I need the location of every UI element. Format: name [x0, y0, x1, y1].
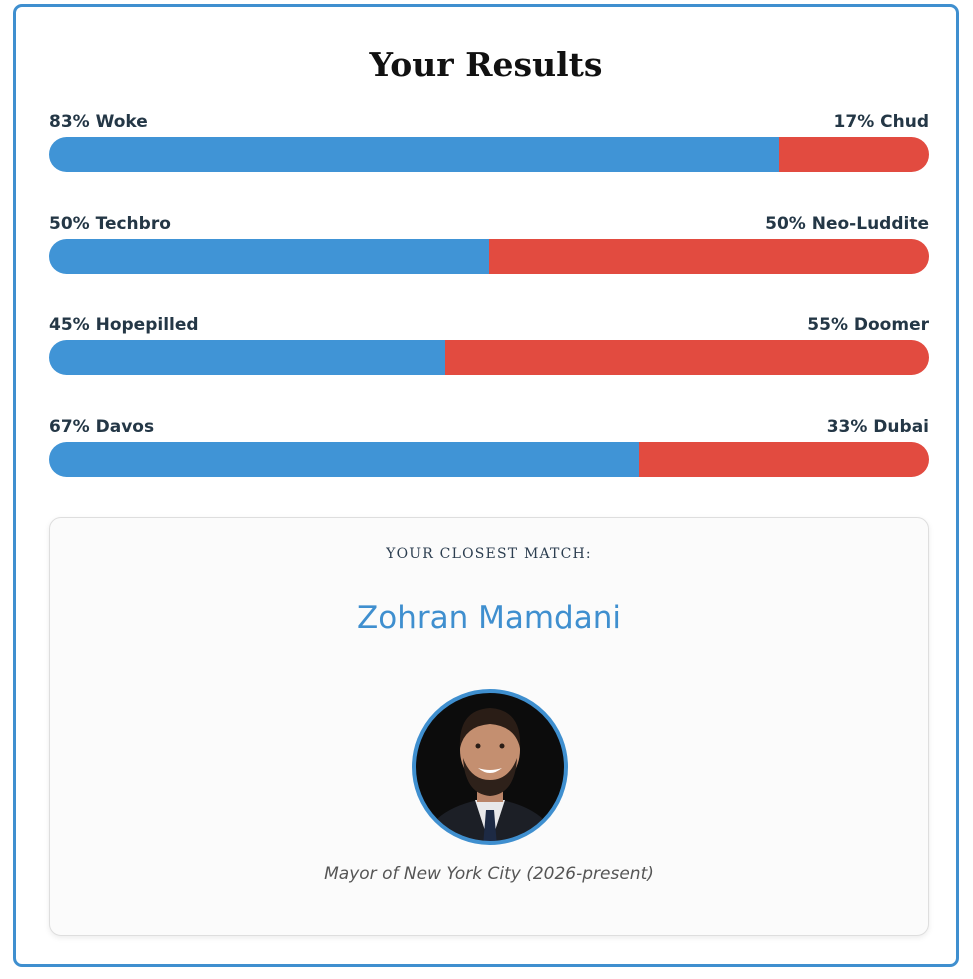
result-row: 45% Hopepilled 55% Doomer: [49, 315, 929, 385]
match-heading: YOUR CLOSEST MATCH:: [386, 546, 592, 562]
left-label: 45% Hopepilled: [49, 315, 199, 335]
result-row: 50% Techbro 50% Neo-Luddite: [49, 214, 929, 284]
result-bar: [49, 238, 929, 274]
portrait: [412, 689, 568, 845]
left-label: 67% Davos: [49, 416, 155, 437]
match-card: YOUR CLOSEST MATCH: Zohran Mamdani Mayor…: [49, 517, 929, 936]
result-bar: [49, 340, 929, 375]
left-segment: [49, 238, 489, 274]
right-segment: [779, 137, 929, 172]
left-segment: [49, 137, 780, 172]
result-row: 67% Davos 33% Dubai: [49, 417, 929, 487]
right-label: 33% Dubai: [826, 416, 929, 437]
result-bar: [49, 441, 929, 477]
title: Your Results: [369, 45, 603, 84]
result-row: 83% Woke 17% Chud: [49, 112, 929, 182]
right-segment: [445, 340, 929, 375]
results-panel: Your Results 83% Woke 17% Chud 50% Techbro…: [13, 4, 959, 967]
match-name: Zohran Mamdani: [357, 600, 621, 636]
left-label: 83% Woke: [49, 112, 148, 132]
right-segment: [638, 441, 929, 477]
right-label: 17% Chud: [833, 112, 929, 132]
right-label: 50% Neo-Luddite: [765, 213, 929, 234]
right-segment: [489, 238, 929, 274]
left-label: 50% Techbro: [49, 213, 171, 234]
right-label: 55% Doomer: [807, 315, 929, 335]
left-segment: [49, 340, 445, 375]
match-caption: Mayor of New York City (2026-present): [324, 864, 654, 884]
result-bar: [49, 137, 929, 172]
left-segment: [49, 441, 639, 477]
